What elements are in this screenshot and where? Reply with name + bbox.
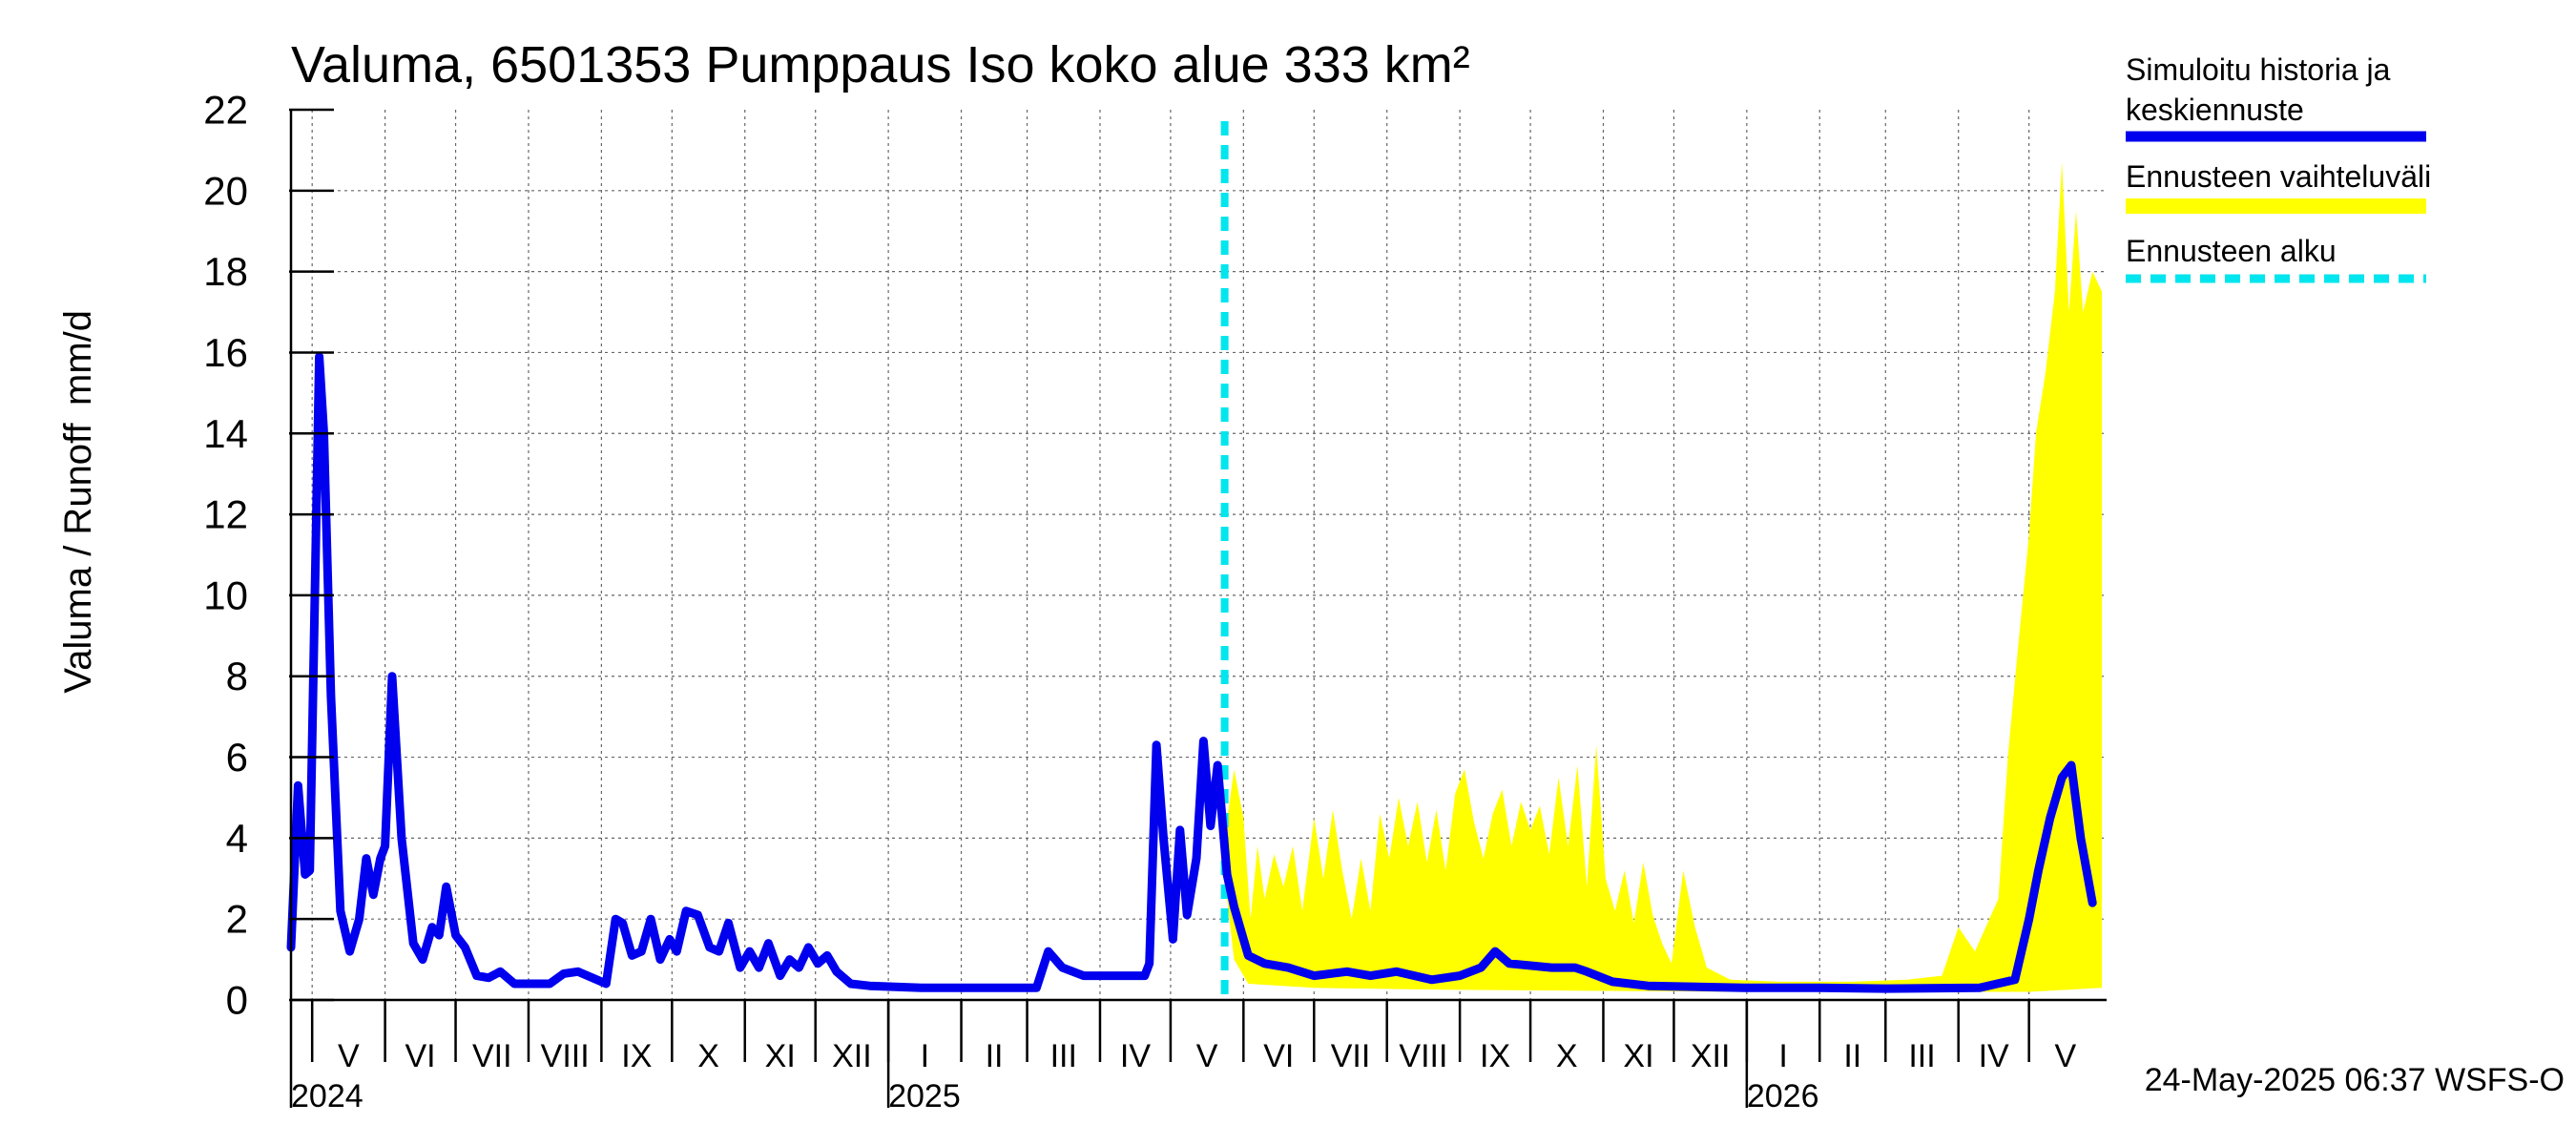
month-label: VI xyxy=(405,1038,436,1074)
month-label: II xyxy=(1843,1038,1861,1074)
forecast-range-layer xyxy=(1224,162,2103,992)
month-label: IX xyxy=(621,1038,652,1074)
legend-item-simulated-label-1: Simuloitu historia ja xyxy=(2126,52,2391,87)
y-tick-label: 14 xyxy=(203,411,248,456)
month-label: IX xyxy=(1480,1038,1510,1074)
month-label: XI xyxy=(1623,1038,1653,1074)
month-label: IV xyxy=(1979,1038,2009,1074)
month-label: X xyxy=(697,1038,719,1074)
month-label: III xyxy=(1908,1038,1935,1074)
y-tick-label: 16 xyxy=(203,330,248,375)
simulated-runoff-line xyxy=(286,352,2097,993)
month-label: XII xyxy=(1691,1038,1731,1074)
month-label: II xyxy=(986,1038,1004,1074)
timestamp-footer: 24-May-2025 06:37 WSFS-O xyxy=(2145,1062,2565,1098)
y-tick-label: 8 xyxy=(226,654,248,698)
month-label: I xyxy=(1778,1038,1787,1074)
y-tick-label: 4 xyxy=(226,816,248,861)
month-label: VII xyxy=(1331,1038,1371,1074)
month-label: X xyxy=(1556,1038,1578,1074)
legend-item-forecast-start-label: Ennusteen alku xyxy=(2126,234,2337,268)
y-axis-unit: mm/d xyxy=(57,310,99,406)
forecast-range-band xyxy=(1224,162,2103,992)
year-label: 2026 xyxy=(1747,1078,1819,1114)
month-label: VIII xyxy=(541,1038,590,1074)
chart-title: Valuma, 6501353 Pumppaus Iso koko alue 3… xyxy=(291,36,1470,94)
month-label: VII xyxy=(472,1038,512,1074)
month-label: VIII xyxy=(1399,1038,1447,1074)
month-label: VI xyxy=(1263,1038,1294,1074)
month-label: V xyxy=(2055,1038,2077,1074)
legend: Simuloitu historia ja keskiennuste Ennus… xyxy=(2126,52,2431,283)
month-label: V xyxy=(338,1038,360,1074)
y-tick-label: 2 xyxy=(226,897,248,942)
month-label: XII xyxy=(832,1038,872,1074)
legend-item-simulated-label-2: keskiennuste xyxy=(2126,93,2304,127)
y-tick-label: 0 xyxy=(226,978,248,1023)
month-label: IV xyxy=(1120,1038,1151,1074)
month-label: I xyxy=(921,1038,929,1074)
y-tick-label: 10 xyxy=(203,572,248,617)
year-label: 2024 xyxy=(291,1078,364,1114)
y-tick-label: 12 xyxy=(203,492,248,537)
month-label: V xyxy=(1196,1038,1218,1074)
year-label: 2025 xyxy=(888,1078,961,1114)
series-layer xyxy=(286,352,2097,993)
y-tick-label: 20 xyxy=(203,168,248,213)
y-tick-label: 6 xyxy=(226,735,248,780)
y-tick-label: 22 xyxy=(203,88,248,133)
y-tick-label: 18 xyxy=(203,249,248,294)
month-label: III xyxy=(1050,1038,1077,1074)
legend-item-range-label: Ennusteen vaihteluväli xyxy=(2126,159,2431,194)
y-axis-title: Valuma / Runoff xyxy=(57,423,99,694)
month-label: XI xyxy=(765,1038,796,1074)
